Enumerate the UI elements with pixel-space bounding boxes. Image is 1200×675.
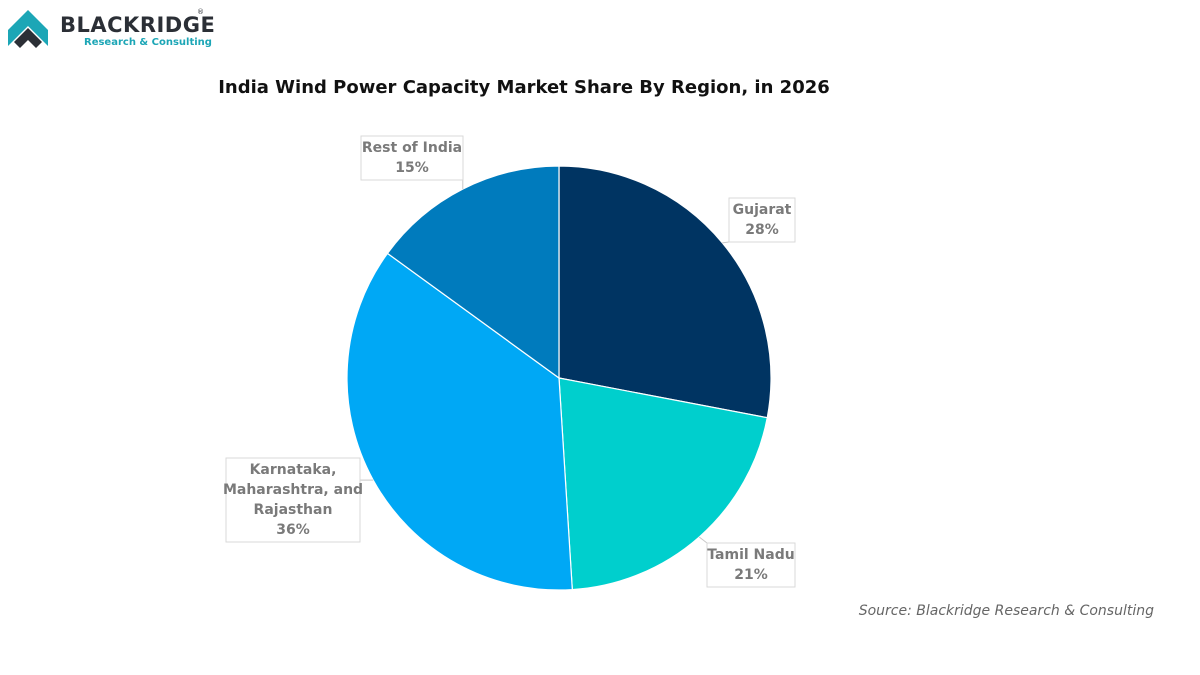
data-label-gujarat: Gujarat 28% <box>733 202 792 238</box>
pie-slice-rest-of-india <box>386 165 560 380</box>
data-label-karnataka-maharashtra-and-rajasthan: Karnataka, Maharashtra, and Rajasthan 36% <box>223 462 363 538</box>
chart-title: India Wind Power Capacity Market Share B… <box>218 77 830 98</box>
pie-slices <box>346 165 772 591</box>
data-label-box <box>225 457 361 543</box>
pie-slice-karnataka-maharashtra-and-rajasthan <box>346 252 573 591</box>
pie-data-labels: Gujarat 28% Tamil Nadu 21% Karnataka, Maharas… <box>223 135 796 588</box>
source-note: Source: Blackridge Research & Consulting <box>859 603 1154 619</box>
data-label-tamil-nadu: Tamil Nadu 21% <box>707 547 794 583</box>
pie-slice-gujarat <box>558 165 772 419</box>
data-label-box <box>728 197 796 243</box>
registered-mark-icon: ® <box>197 8 204 16</box>
brand-logo: BLACKRIDGE ® Research & Consulting <box>8 8 215 48</box>
leader-line <box>698 536 708 544</box>
chevron-logo-icon <box>8 10 48 48</box>
data-label-box <box>360 135 464 181</box>
leader-line <box>722 241 730 244</box>
data-label-box <box>706 542 796 588</box>
brand-name: BLACKRIDGE <box>60 13 215 37</box>
data-label-rest-of-india: Rest of India 15% <box>362 140 462 176</box>
brand-tagline: Research & Consulting <box>84 37 212 48</box>
pie-leader-lines <box>360 180 730 544</box>
